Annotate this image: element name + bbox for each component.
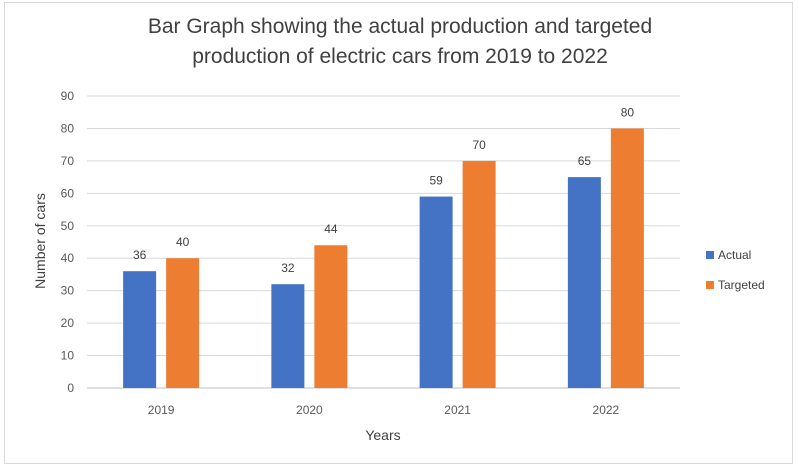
y-tick-label: 0	[67, 381, 74, 395]
y-tick-label: 20	[61, 316, 75, 330]
bar-targeted-2019	[166, 258, 200, 388]
y-tick-label: 80	[61, 121, 75, 135]
y-axis-title: Number of cars	[32, 193, 48, 289]
y-tick-label: 50	[61, 219, 75, 233]
legend-swatch-targeted	[706, 281, 714, 289]
y-tick-label: 70	[61, 154, 75, 168]
x-tick-label-2022: 2022	[593, 403, 620, 417]
x-tick-label-2021: 2021	[444, 403, 471, 417]
data-label-targeted-2019: 40	[176, 235, 190, 249]
data-label-actual-2021: 59	[429, 174, 443, 188]
bars	[123, 128, 644, 388]
legend-label-targeted: Targeted	[718, 278, 765, 292]
x-tick-label-2020: 2020	[296, 403, 323, 417]
data-label-targeted-2020: 44	[324, 222, 338, 236]
bar-actual-2019	[123, 271, 157, 388]
bar-targeted-2022	[610, 128, 644, 388]
data-labels: 36 40 32 44 59 70 65 80	[133, 105, 634, 275]
y-tick-label: 60	[61, 186, 75, 200]
x-tick-label-2019: 2019	[148, 403, 175, 417]
y-tick-label: 90	[61, 89, 75, 103]
bar-actual-2021	[419, 196, 453, 388]
data-label-actual-2022: 65	[578, 154, 592, 168]
bar-targeted-2021	[462, 160, 496, 388]
legend-swatch-actual	[706, 251, 714, 259]
data-label-targeted-2022: 80	[621, 105, 635, 119]
y-tick-label: 40	[61, 251, 75, 265]
x-axis-title: Years	[365, 427, 400, 443]
y-tick-label: 30	[61, 284, 75, 298]
x-axis-ticks: 2019 2020 2021 2022	[148, 403, 620, 417]
chart-title-line-2: production of electric cars from 2019 to…	[192, 45, 608, 68]
bar-actual-2022	[567, 177, 601, 388]
data-label-targeted-2021: 70	[472, 138, 486, 152]
legend-label-actual: Actual	[718, 248, 751, 262]
y-axis-ticks: 0 10 20 30 40 50 60 70 80 90	[61, 89, 75, 395]
chart-title-line-1: Bar Graph showing the actual production …	[148, 15, 652, 38]
bar-targeted-2020	[314, 245, 348, 388]
data-label-actual-2020: 32	[281, 261, 295, 275]
legend: Actual Targeted	[706, 248, 765, 292]
y-tick-label: 10	[61, 349, 75, 363]
bar-actual-2020	[271, 284, 305, 388]
data-label-actual-2019: 36	[133, 248, 147, 262]
